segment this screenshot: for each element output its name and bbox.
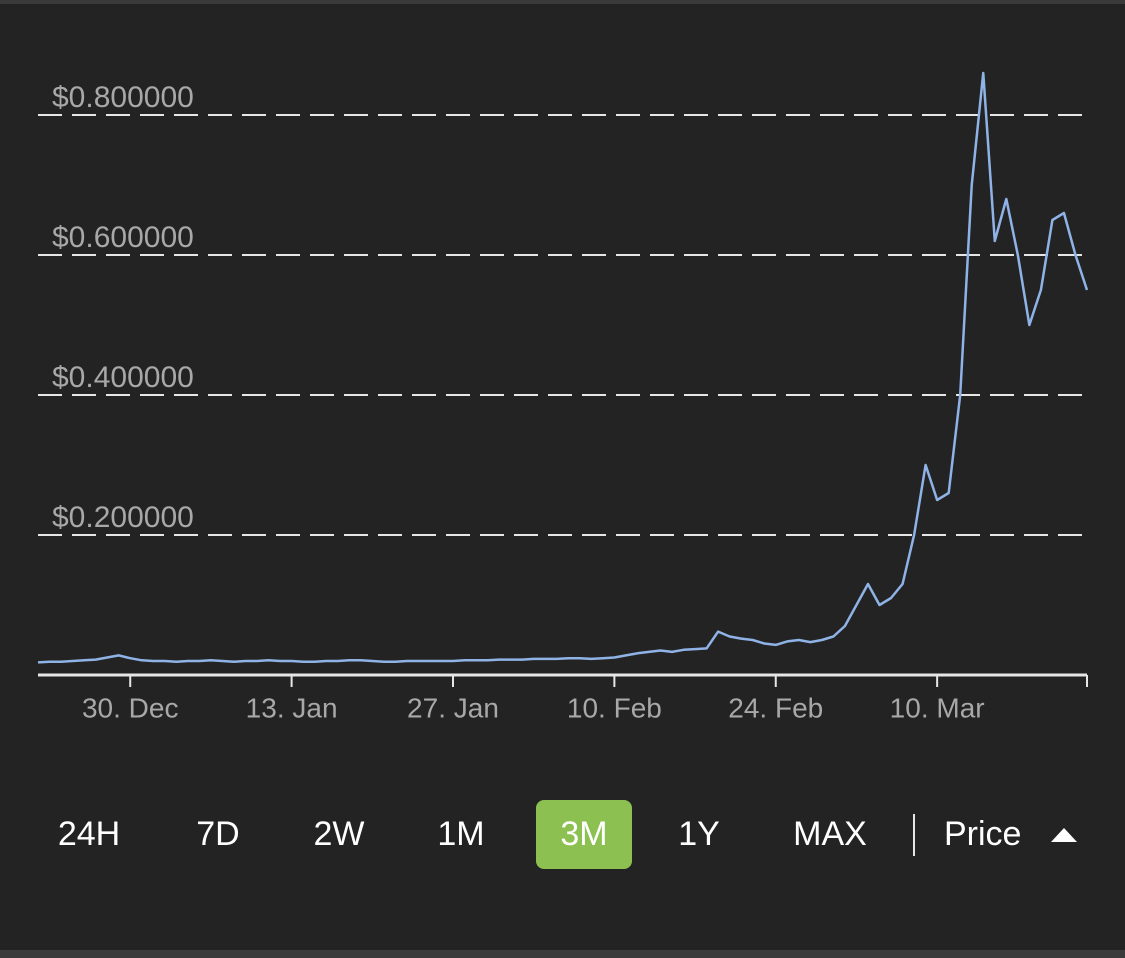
range-button[interactable]: 2W (314, 815, 365, 853)
sort-arrow[interactable] (1051, 828, 1077, 842)
x-tick-label: 13. Jan (246, 692, 338, 723)
range-button-active[interactable] (536, 800, 632, 869)
controls: 24H 7D 2W 1M 3M 1Y MAX Price (58, 800, 1077, 869)
y-tick-label: $0.600000 (52, 221, 194, 254)
range-button[interactable]: 1M (437, 815, 484, 853)
y-tick-label: $0.800000 (52, 81, 194, 114)
x-tick-label: 10. Mar (890, 692, 985, 723)
x-tick-label: 10. Feb (567, 692, 662, 723)
metric-button[interactable]: Price (944, 815, 1021, 853)
top-border (0, 0, 1125, 4)
y-tick-label: $0.200000 (52, 501, 194, 534)
bottom-border (0, 950, 1125, 958)
range-button[interactable]: 1Y (678, 815, 720, 853)
x-tick-label: 27. Jan (407, 692, 499, 723)
range-button[interactable]: 7D (196, 815, 239, 853)
range-button[interactable]: MAX (793, 815, 867, 853)
plot: $0.200000 $0.400000 $0.600000 $0.800000 30. … (37, 71, 1089, 723)
x-tick-label: 24. Feb (728, 692, 823, 723)
range-button[interactable]: 24H (58, 815, 120, 853)
y-tick-label: $0.400000 (52, 361, 194, 394)
price-line (37, 71, 1089, 664)
x-tick-label: 30. Dec (82, 692, 179, 723)
range-button[interactable]: 3M (560, 815, 607, 853)
